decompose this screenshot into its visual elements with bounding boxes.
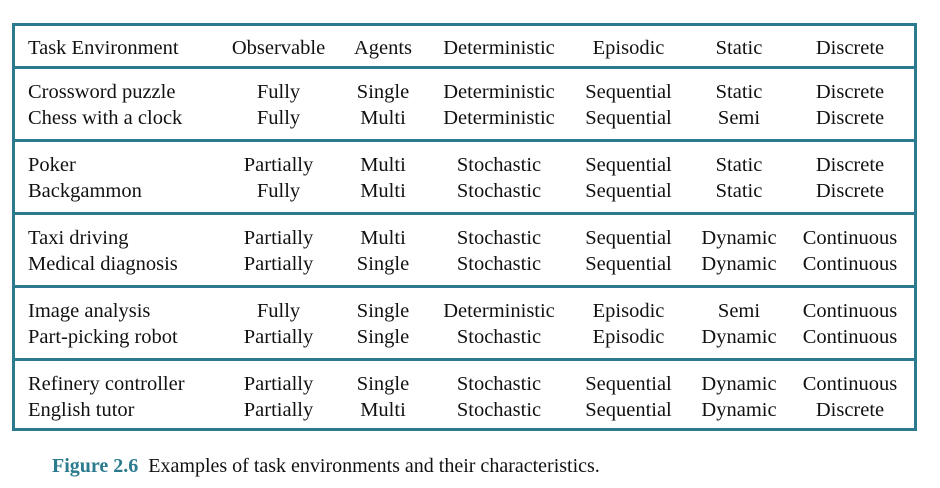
cell-task: Image analysis: [28, 300, 151, 322]
table-header: Task Environment Observable Agents Deter…: [15, 26, 914, 69]
header-task-environment: Task Environment: [28, 37, 179, 59]
cell-episodic: Sequential: [585, 253, 672, 275]
cell-discrete: Continuous: [802, 326, 898, 348]
table-row: Backgammon Fully Multi Stochastic Sequen…: [15, 178, 914, 204]
cell-static: Dynamic: [701, 227, 777, 249]
cell-static: Static: [715, 81, 763, 103]
header-episodic: Episodic: [592, 37, 665, 59]
cell-agents: Multi: [360, 227, 406, 249]
cell-deterministic: Stochastic: [456, 253, 542, 275]
cell-episodic: Sequential: [585, 81, 672, 103]
cell-observable: Partially: [243, 326, 314, 348]
cell-episodic: Sequential: [585, 373, 672, 395]
cell-deterministic: Stochastic: [456, 373, 542, 395]
cell-episodic: Sequential: [585, 107, 672, 129]
cell-deterministic: Stochastic: [456, 399, 542, 421]
cell-discrete: Discrete: [815, 399, 885, 421]
cell-observable: Partially: [243, 373, 314, 395]
cell-static: Semi: [717, 107, 761, 129]
table-row: Medical diagnosis Partially Single Stoch…: [15, 251, 914, 277]
table-row: Part-picking robot Partially Single Stoc…: [15, 324, 914, 350]
cell-deterministic: Stochastic: [456, 227, 542, 249]
cell-discrete: Continuous: [802, 227, 898, 249]
header-discrete: Discrete: [815, 37, 885, 59]
cell-task: Backgammon: [28, 180, 142, 202]
cell-discrete: Continuous: [802, 300, 898, 322]
table-group-3: Taxi driving Partially Multi Stochastic …: [15, 212, 914, 288]
cell-task: English tutor: [28, 399, 135, 421]
cell-observable: Fully: [256, 81, 301, 103]
cell-static: Dynamic: [701, 326, 777, 348]
table-group-5: Refinery controller Partially Single Sto…: [15, 358, 914, 428]
cell-episodic: Episodic: [592, 300, 665, 322]
cell-agents: Multi: [360, 399, 406, 421]
cell-static: Static: [715, 180, 763, 202]
cell-task: Chess with a clock: [28, 107, 183, 129]
cell-deterministic: Deterministic: [443, 81, 555, 103]
cell-discrete: Discrete: [815, 81, 885, 103]
cell-task: Refinery controller: [28, 373, 185, 395]
cell-static: Dynamic: [701, 399, 777, 421]
cell-episodic: Episodic: [592, 326, 665, 348]
cell-task: Crossword puzzle: [28, 81, 176, 103]
cell-task: Part-picking robot: [28, 326, 178, 348]
cell-deterministic: Deterministic: [443, 107, 555, 129]
cell-static: Static: [715, 154, 763, 176]
cell-agents: Single: [356, 253, 410, 275]
cell-task: Medical diagnosis: [28, 253, 178, 275]
cell-discrete: Continuous: [802, 253, 898, 275]
header-deterministic: Deterministic: [443, 37, 555, 59]
cell-observable: Fully: [256, 300, 301, 322]
table-row: Refinery controller Partially Single Sto…: [15, 371, 914, 397]
cell-static: Dynamic: [701, 253, 777, 275]
header-static: Static: [715, 37, 763, 59]
table-group-4: Image analysis Fully Single Deterministi…: [15, 285, 914, 361]
cell-task: Poker: [28, 154, 76, 176]
table-row: Image analysis Fully Single Deterministi…: [15, 298, 914, 324]
cell-observable: Fully: [256, 107, 301, 129]
figure-caption-text: Examples of task environments and their …: [148, 455, 600, 477]
cell-observable: Partially: [243, 227, 314, 249]
cell-episodic: Sequential: [585, 180, 672, 202]
cell-discrete: Discrete: [815, 107, 885, 129]
table-row: English tutor Partially Multi Stochastic…: [15, 397, 914, 423]
cell-observable: Partially: [243, 399, 314, 421]
figure-label: Figure 2.6: [52, 455, 139, 477]
cell-agents: Single: [356, 326, 410, 348]
cell-discrete: Discrete: [815, 154, 885, 176]
table-row: Poker Partially Multi Stochastic Sequent…: [15, 152, 914, 178]
cell-static: Dynamic: [701, 373, 777, 395]
table-row: Crossword puzzle Fully Single Determinis…: [15, 79, 914, 105]
cell-static: Semi: [717, 300, 761, 322]
cell-observable: Partially: [243, 253, 314, 275]
cell-discrete: Continuous: [802, 373, 898, 395]
cell-agents: Multi: [360, 180, 406, 202]
cell-episodic: Sequential: [585, 227, 672, 249]
cell-agents: Multi: [360, 107, 406, 129]
cell-observable: Partially: [243, 154, 314, 176]
cell-deterministic: Stochastic: [456, 326, 542, 348]
table-group-1: Crossword puzzle Fully Single Determinis…: [15, 66, 914, 142]
cell-discrete: Discrete: [815, 180, 885, 202]
cell-observable: Fully: [256, 180, 301, 202]
cell-episodic: Sequential: [585, 154, 672, 176]
cell-agents: Multi: [360, 154, 406, 176]
cell-deterministic: Stochastic: [456, 154, 542, 176]
header-row: Task Environment Observable Agents Deter…: [15, 35, 914, 61]
cell-episodic: Sequential: [585, 399, 672, 421]
table-group-2: Poker Partially Multi Stochastic Sequent…: [15, 139, 914, 215]
cell-agents: Single: [356, 81, 410, 103]
table-row: Taxi driving Partially Multi Stochastic …: [15, 225, 914, 251]
figure-caption: Figure 2.6 Examples of task environments…: [52, 453, 600, 479]
cell-agents: Single: [356, 373, 410, 395]
cell-deterministic: Stochastic: [456, 180, 542, 202]
header-agents: Agents: [353, 37, 413, 59]
cell-deterministic: Deterministic: [443, 300, 555, 322]
table-row: Chess with a clock Fully Multi Determini…: [15, 105, 914, 131]
cell-agents: Single: [356, 300, 410, 322]
header-observable: Observable: [231, 37, 326, 59]
task-environment-table: Task Environment Observable Agents Deter…: [12, 23, 917, 431]
cell-task: Taxi driving: [28, 227, 129, 249]
